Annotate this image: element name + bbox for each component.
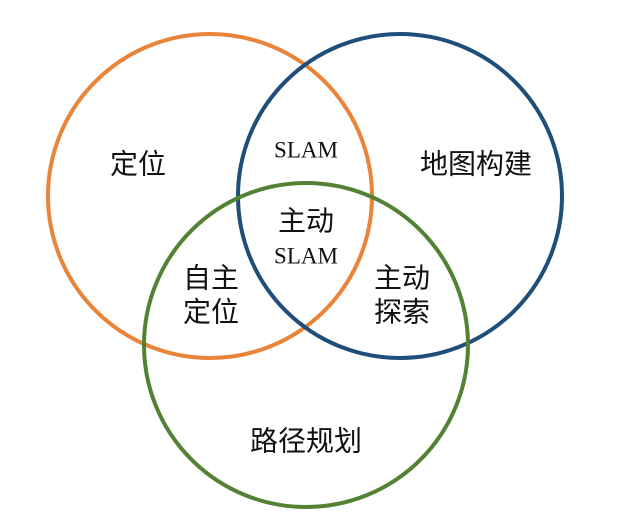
autonomous-localization-line1: 自主 — [183, 262, 239, 295]
path-planning-circle — [142, 181, 470, 509]
active-exploration-line2: 探索 — [374, 296, 430, 329]
slam-intersection-label: SLAM — [274, 137, 338, 162]
active-slam-line2: SLAM — [274, 243, 338, 268]
localization-label: 定位 — [110, 148, 166, 181]
autonomous-localization-line2: 定位 — [183, 296, 239, 329]
mapping-label: 地图构建 — [420, 148, 532, 181]
active-slam-line1: 主动 — [278, 205, 334, 238]
path-planning-label: 路径规划 — [250, 425, 362, 458]
active-exploration-line1: 主动 — [374, 262, 430, 295]
